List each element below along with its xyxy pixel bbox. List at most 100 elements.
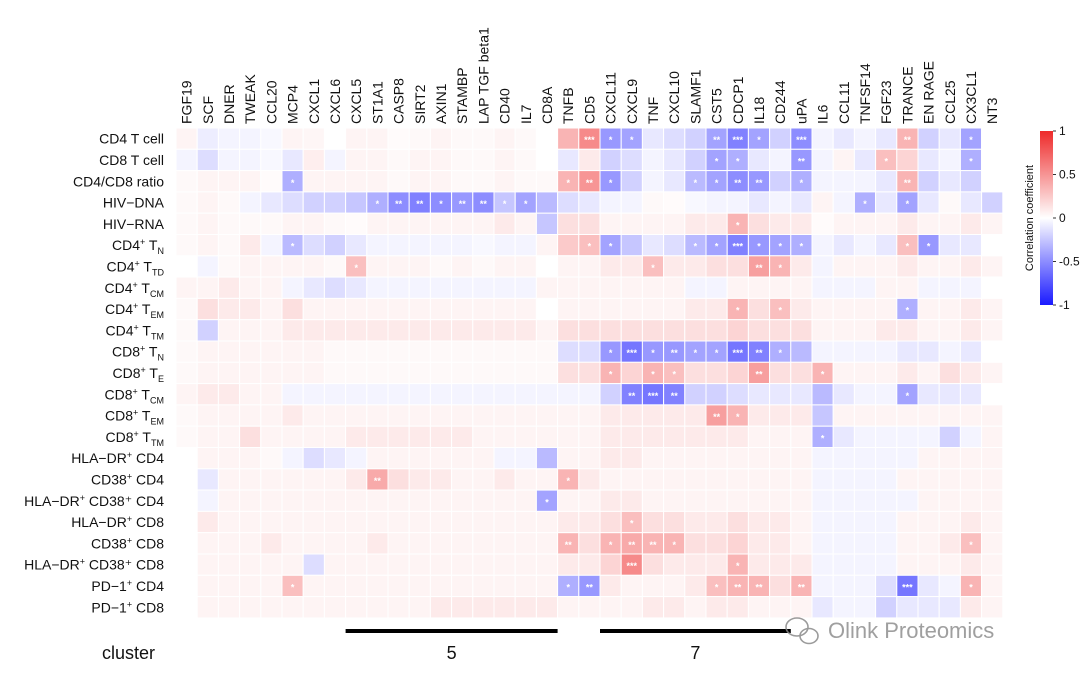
column-label: CD8A [539,86,555,124]
heatmap-cell [981,212,1004,235]
heatmap-cell [323,319,347,342]
heatmap-cell [429,212,453,235]
heatmap-cell [345,532,368,555]
heatmap-cell [917,212,940,235]
significance-marker: ** [671,391,679,401]
heatmap-cell [387,553,410,576]
heatmap-cell [832,297,855,321]
column-label: CXCL9 [624,79,640,124]
heatmap-cell [832,489,855,512]
row-label-hla-dr-cd4: HLA−DR+ CD4 [71,450,164,466]
heatmap-cell [281,447,304,470]
heatmap-cell [472,553,495,576]
heatmap-cell [514,404,537,427]
heatmap-cell [557,510,580,534]
heatmap-cell [938,468,961,491]
heatmap-cell [875,319,898,342]
heatmap-cell [981,191,1004,214]
heatmap-cell [557,361,580,385]
heatmap-cell [790,319,813,342]
heatmap-cell [493,148,516,172]
heatmap-cell [705,191,728,214]
column-label: IL7 [518,104,534,124]
heatmap-cell [959,383,983,406]
heatmap-cell [641,510,665,534]
heatmap-cell [451,319,474,342]
significance-marker: ** [459,199,467,209]
heatmap-cell [853,148,877,172]
heatmap-cell [896,468,919,491]
heatmap-cell [387,574,410,598]
significance-marker: ** [734,178,742,188]
heatmap-cell [302,489,325,512]
colorbar: 1 0.5 0 -0.5 -1 Correlation coefficient [1024,124,1080,312]
significance-marker: *** [902,582,913,592]
row-label-hiv-dna: HIV−DNA [103,195,165,211]
heatmap-cell [790,532,813,555]
heatmap-cell [323,170,347,193]
heatmap-cell [663,127,686,150]
heatmap-cell [281,212,304,235]
heatmap-cell [811,489,834,512]
heatmap-cell [981,574,1004,598]
heatmap-cell [196,404,219,427]
heatmap-cell [684,553,707,576]
heatmap-cell [663,276,686,299]
heatmap-cell [196,319,219,342]
heatmap-cell [493,127,516,150]
heatmap-cell [281,510,304,534]
heatmap-cell [260,383,283,406]
heatmap-cell [366,574,389,598]
significance-marker: * [969,135,973,145]
heatmap-cell [408,170,431,193]
heatmap-cell [769,574,792,598]
heatmap-cell [747,297,771,321]
heatmap-cell [429,127,453,150]
heatmap-cell [281,383,304,406]
heatmap-cell [217,553,241,576]
heatmap-cell [641,404,665,427]
heatmap-cell [196,510,219,534]
heatmap-cell [535,170,559,193]
heatmap-cell [217,276,241,299]
heatmap-cell [747,191,771,214]
significance-marker: * [715,156,719,166]
heatmap-cell [557,255,580,278]
heatmap-cell [769,148,792,172]
significance-marker: * [503,199,507,209]
heatmap-cell [514,234,537,257]
heatmap-cell [938,297,961,321]
heatmap-cell [472,574,495,598]
heatmap-cell [281,297,304,321]
heatmap-cell [535,191,559,214]
heatmap-cell [239,532,262,555]
heatmap-cell [451,148,474,172]
heatmap-cell [175,340,198,363]
row-label-cd8-tn: CD8+ TN [112,344,164,363]
heatmap-cell [323,297,347,321]
significance-marker: ** [416,199,424,209]
heatmap-cell [535,319,559,342]
heatmap-cell [281,127,304,150]
heatmap-cell [281,404,304,427]
heatmap-cell [260,553,283,576]
heatmap-cell [451,234,474,257]
heatmap-cell [578,276,601,299]
heatmap-cell [387,596,410,619]
column-label: SIRT2 [412,84,428,124]
significance-marker: * [969,156,973,166]
significance-marker: * [969,540,973,550]
heatmap-cell [408,148,431,172]
heatmap-cell [472,383,495,406]
column-label: CCL11 [836,81,852,124]
heatmap-cell [239,148,262,172]
heatmap-cell [175,468,198,491]
heatmap-cell [641,447,665,470]
column-label: CD5 [581,96,597,124]
heatmap-cell [514,340,537,363]
heatmap-cell [705,553,728,576]
heatmap-cell [705,596,728,619]
column-label: TNFSF14 [857,63,873,124]
heatmap-cell [747,276,771,299]
heatmap-cell [684,148,707,172]
